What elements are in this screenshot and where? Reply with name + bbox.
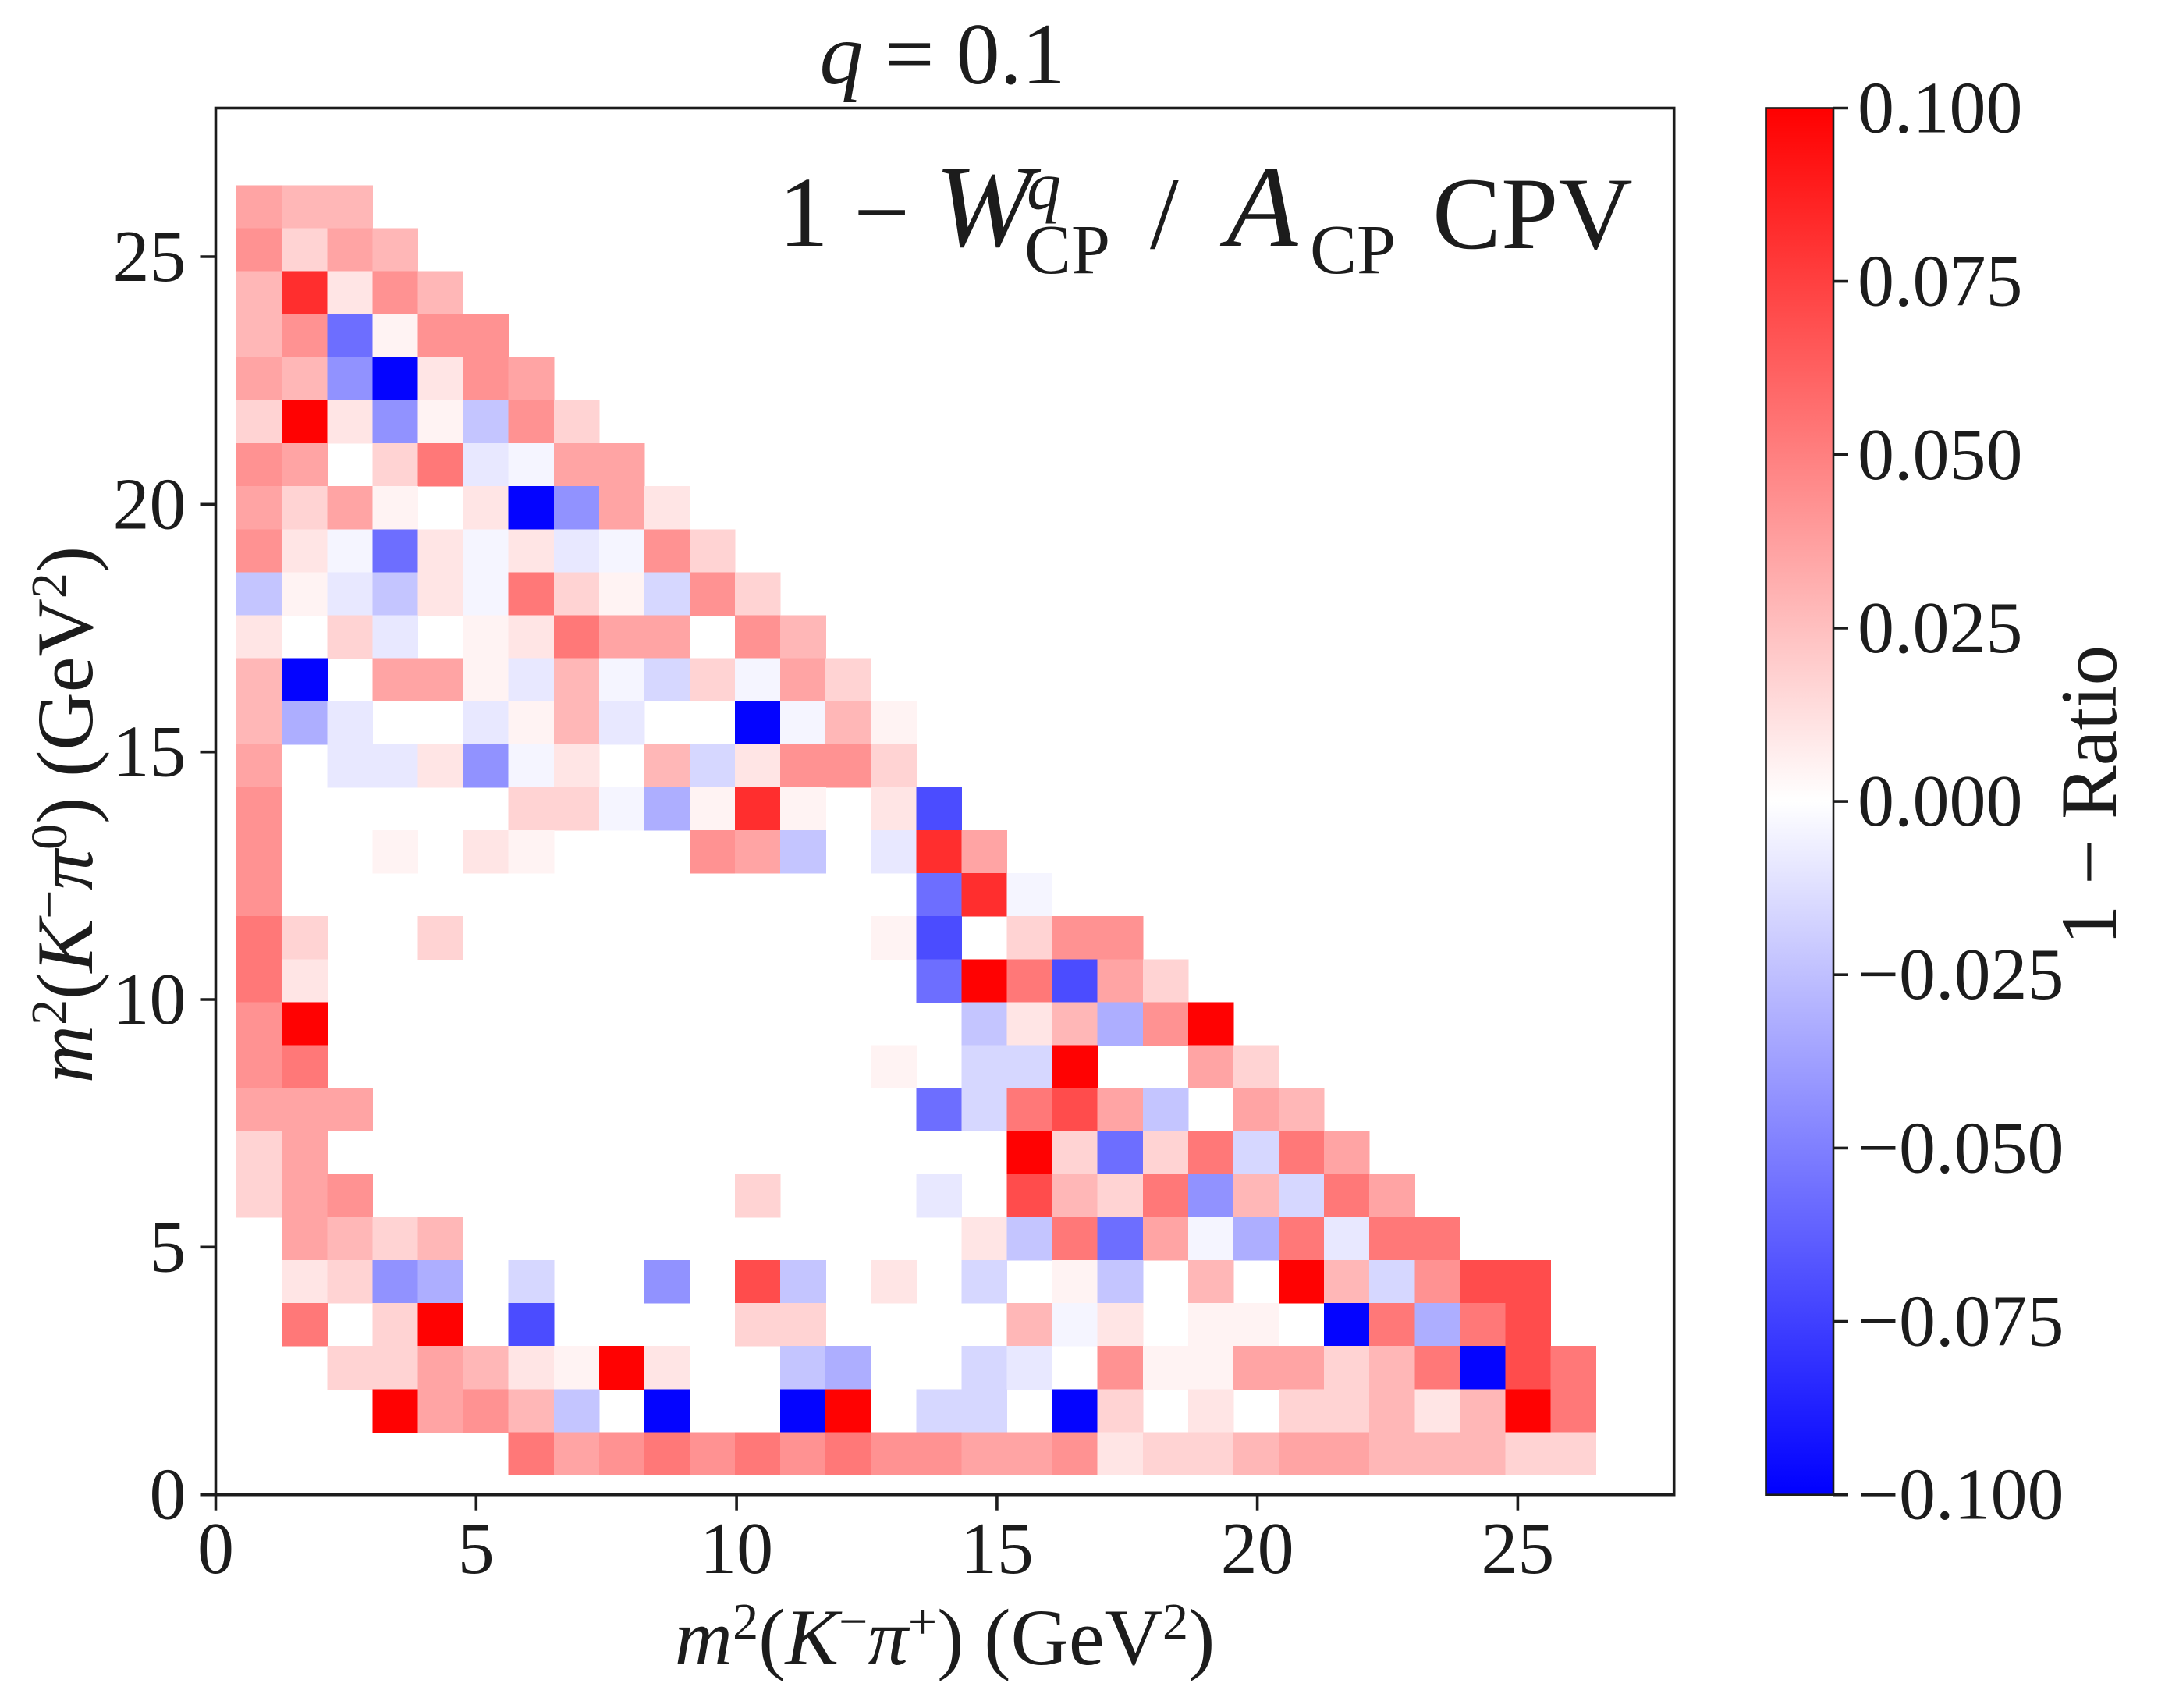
svg-text:0.000: 0.000 — [1858, 761, 2023, 842]
svg-text:−0.025: −0.025 — [1858, 934, 2064, 1015]
svg-text:1 − Ratio: 1 − Ratio — [2045, 645, 2134, 945]
svg-text:0: 0 — [150, 1454, 186, 1536]
svg-text:20: 20 — [1221, 1508, 1294, 1589]
svg-text:W: W — [935, 142, 1042, 272]
svg-text:m2(K−π0) (GeV2): m2(K−π0) (GeV2) — [21, 546, 110, 1083]
svg-text:25: 25 — [1481, 1508, 1554, 1589]
svg-text:CPV: CPV — [1432, 156, 1633, 271]
svg-text:0.100: 0.100 — [1858, 68, 2023, 149]
svg-text:m2(K−π+) (GeV2): m2(K−π+) (GeV2) — [675, 1593, 1216, 1682]
svg-text:0: 0 — [197, 1508, 234, 1589]
svg-text:q = 0.1: q = 0.1 — [819, 6, 1065, 103]
svg-text:/: / — [1150, 156, 1179, 271]
svg-text:A: A — [1219, 142, 1299, 272]
svg-text:−0.100: −0.100 — [1858, 1454, 2064, 1536]
svg-text:15: 15 — [113, 712, 186, 793]
svg-text:5: 5 — [458, 1508, 495, 1589]
svg-text:CP: CP — [1310, 211, 1396, 289]
svg-text:25: 25 — [113, 216, 186, 297]
svg-text:10: 10 — [113, 959, 186, 1040]
svg-text:0.025: 0.025 — [1858, 588, 2023, 669]
svg-text:1 −: 1 − — [779, 157, 910, 268]
svg-text:15: 15 — [960, 1508, 1034, 1589]
svg-text:20: 20 — [113, 463, 186, 545]
svg-text:−0.050: −0.050 — [1858, 1107, 2064, 1188]
svg-text:0.050: 0.050 — [1858, 414, 2023, 495]
svg-text:−0.075: −0.075 — [1858, 1281, 2064, 1362]
svg-text:10: 10 — [700, 1508, 773, 1589]
svg-text:CP: CP — [1024, 211, 1110, 289]
svg-text:0.075: 0.075 — [1858, 241, 2023, 322]
svg-text:5: 5 — [150, 1206, 186, 1287]
svg-text:q: q — [1027, 149, 1061, 225]
